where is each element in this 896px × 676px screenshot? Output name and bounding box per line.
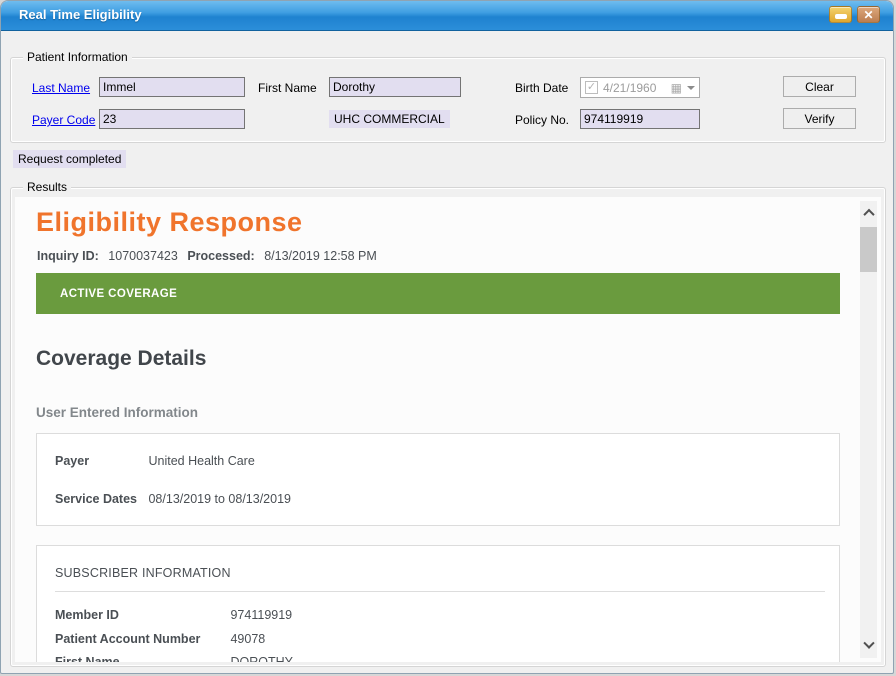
dropdown-arrow-icon[interactable] — [687, 85, 695, 90]
payer-code-link[interactable]: Payer Code — [32, 113, 96, 127]
verify-button[interactable]: Verify — [783, 108, 856, 129]
results-group-label: Results — [23, 180, 72, 194]
scroll-up-button[interactable] — [862, 201, 875, 225]
inquiry-id-value: 1070037423 — [108, 249, 178, 263]
scroll-up-icon — [862, 208, 875, 221]
first-name-label: First Name — [258, 81, 317, 95]
window-title: Real Time Eligibility — [19, 7, 142, 22]
inquiry-line: Inquiry ID: 1070037423 Processed: 8/13/2… — [37, 249, 383, 263]
payer-name-text: UHC COMMERCIAL — [329, 110, 450, 128]
window-controls: ✕ — [829, 6, 880, 23]
policy-no-input[interactable] — [580, 109, 700, 129]
policy-no-label: Policy No. — [515, 113, 570, 127]
first-name-input[interactable] — [329, 77, 461, 97]
payer-row-label: Payer — [55, 454, 90, 468]
sub-first-name-row: First Name DOROTHY — [55, 655, 293, 662]
scrollbar[interactable] — [860, 201, 877, 658]
payer-code-input[interactable] — [99, 109, 245, 129]
service-dates-row: Service Dates 08/13/2019 to 08/13/2019 — [55, 492, 291, 506]
close-icon: ✕ — [863, 7, 874, 22]
service-dates-row-value: 08/13/2019 to 08/13/2019 — [148, 492, 291, 506]
coverage-details-heading: Coverage Details — [36, 347, 207, 370]
patient-account-row: Patient Account Number 49078 — [55, 632, 265, 646]
sub-first-name-value: DOROTHY — [230, 655, 293, 662]
last-name-link[interactable]: Last Name — [32, 81, 91, 95]
processed-label: Processed: — [187, 249, 255, 263]
processed-value: 8/13/2019 12:58 PM — [264, 249, 377, 263]
minimize-icon — [834, 13, 847, 19]
titlebar[interactable]: Real Time Eligibility ✕ — [1, 1, 893, 31]
minimize-button[interactable] — [829, 6, 852, 23]
scroll-down-button[interactable] — [862, 634, 875, 658]
user-entered-heading: User Entered Information — [36, 405, 199, 420]
calendar-icon: ▦ — [670, 80, 682, 95]
service-dates-row-label: Service Dates — [55, 492, 138, 506]
birth-date-picker[interactable]: ✓ 4/21/1960 ▦ — [580, 77, 700, 98]
member-id-value: 974119919 — [230, 608, 293, 622]
sub-first-name-label: First Name — [55, 655, 120, 662]
clear-button[interactable]: Clear — [783, 76, 856, 97]
patient-information-group-label: Patient Information — [23, 50, 132, 64]
payer-row-value: United Health Care — [148, 454, 255, 468]
birth-date-label: Birth Date — [515, 81, 569, 95]
patient-account-label: Patient Account Number — [55, 632, 201, 646]
scrollbar-thumb[interactable] — [860, 227, 877, 272]
scrollbar-track[interactable] — [860, 225, 877, 634]
results-group: Results Eligibility Response Inquiry ID:… — [10, 180, 886, 667]
birth-date-value: 4/21/1960 — [603, 80, 657, 95]
active-coverage-banner: ACTIVE COVERAGE — [36, 273, 840, 314]
member-id-label: Member ID — [55, 608, 119, 622]
status-text: Request completed — [13, 150, 127, 168]
birth-date-checkbox[interactable]: ✓ — [585, 81, 598, 94]
payer-row: Payer United Health Care — [55, 454, 255, 468]
response-heading: Eligibility Response — [36, 207, 303, 237]
last-name-input[interactable] — [99, 77, 245, 97]
subscriber-heading: SUBSCRIBER INFORMATION — [55, 566, 825, 592]
subscriber-card: SUBSCRIBER INFORMATION Member ID 9741199… — [36, 545, 840, 662]
user-entered-card: Payer United Health Care Service Dates 0… — [36, 433, 840, 526]
scroll-down-icon — [862, 637, 875, 649]
patient-account-value: 49078 — [230, 632, 266, 646]
patient-information-group: Patient Information Last Name First Name… — [10, 50, 886, 143]
member-id-row: Member ID 974119919 — [55, 608, 292, 622]
inquiry-id-label: Inquiry ID: — [37, 249, 99, 263]
close-button[interactable]: ✕ — [857, 6, 880, 23]
eligibility-response-view: Eligibility Response Inquiry ID: 1070037… — [15, 197, 881, 662]
